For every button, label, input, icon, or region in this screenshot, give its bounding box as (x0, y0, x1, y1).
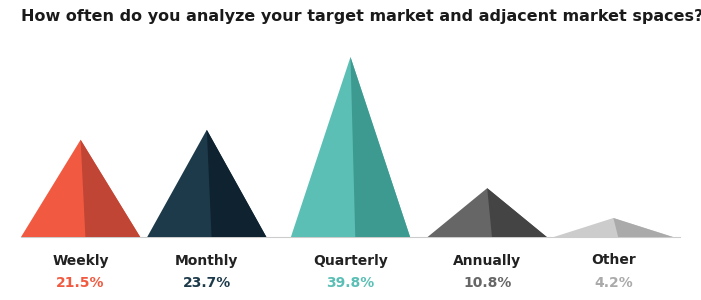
Polygon shape (291, 57, 410, 237)
Text: 10.8%: 10.8% (463, 276, 512, 290)
Text: 39.8%: 39.8% (327, 276, 374, 290)
Polygon shape (428, 188, 547, 237)
Text: Monthly: Monthly (175, 254, 238, 268)
Polygon shape (147, 130, 266, 237)
Text: Quarterly: Quarterly (313, 254, 388, 268)
Text: Other: Other (591, 254, 636, 268)
Text: 23.7%: 23.7% (183, 276, 231, 290)
Polygon shape (613, 218, 673, 237)
Text: Weekly: Weekly (53, 254, 109, 268)
Polygon shape (81, 140, 140, 237)
Polygon shape (21, 140, 140, 237)
Polygon shape (554, 218, 673, 237)
Text: 4.2%: 4.2% (594, 276, 633, 290)
Polygon shape (207, 130, 266, 237)
Polygon shape (487, 188, 547, 237)
Polygon shape (350, 57, 410, 237)
Text: How often do you analyze your target market and adjacent market spaces?: How often do you analyze your target mar… (21, 9, 701, 24)
Text: Annually: Annually (453, 254, 522, 268)
Text: 21.5%: 21.5% (56, 276, 105, 290)
